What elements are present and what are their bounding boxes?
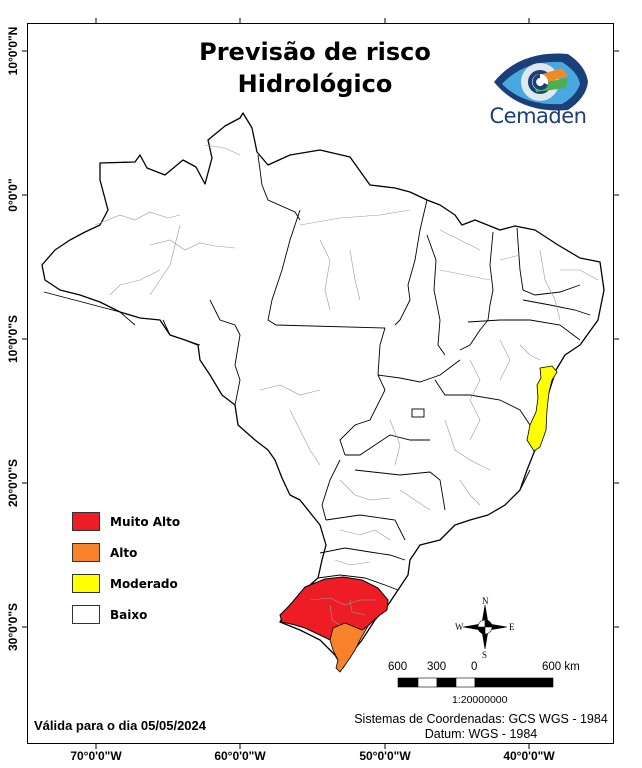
lon-label-70w: 70°0'0"W [70, 749, 122, 763]
legend-swatch-white [72, 605, 100, 624]
scale-label-600-left: 600 [388, 661, 408, 673]
region-moderado [526, 365, 558, 452]
scale-label-600-km: 600 km [542, 661, 580, 673]
compass-w: W [455, 622, 464, 632]
compass-e: E [509, 622, 515, 632]
legend-swatch-orange [72, 543, 100, 562]
compass-rose-icon [462, 604, 508, 650]
crs-line-1: Sistemas de Coordenadas: GCS WGS - 1984 [354, 712, 608, 726]
legend-swatch-red [72, 512, 100, 531]
lat-label-10s: 10°0'0"S [6, 314, 20, 364]
legend-label: Muito Alto [110, 514, 181, 529]
lat-label-20s: 20°0'0"S [6, 458, 20, 508]
compass-n: N [482, 596, 489, 606]
logo-wordmark: Cemaden [489, 104, 587, 128]
region-alto [329, 622, 369, 673]
state-borders [43, 154, 591, 591]
lon-label-60w: 60°0'0"W [214, 749, 266, 763]
map-frame [27, 23, 614, 744]
scale-label-300: 300 [427, 661, 447, 673]
title-line-1: Previsão de risco [199, 38, 431, 66]
scale-bar [397, 677, 554, 688]
lon-label-50w: 50°0'0"W [359, 749, 411, 763]
lon-label-40w: 40°0'0"W [503, 749, 555, 763]
valid-date: Válida para o dia 05/05/2024 [34, 718, 206, 733]
crs-line-2: Datum: WGS - 1984 [424, 727, 538, 741]
scale-ratio: 1:20000000 [452, 694, 508, 706]
legend-label: Baixo [110, 607, 148, 622]
legend-item-muito-alto: Muito Alto [72, 506, 180, 537]
map-title: Previsão de risco Hidrológico [150, 36, 480, 100]
title-line-2: Hidrológico [237, 70, 393, 98]
axis-ticks [22, 18, 619, 749]
legend-label: Moderado [110, 576, 178, 591]
cemaden-logo-icon [494, 53, 588, 111]
legend-item-baixo: Baixo [72, 599, 180, 630]
compass-s: S [482, 650, 488, 660]
meso-borders [94, 144, 599, 626]
coordinate-system: Sistemas de Coordenadas: GCS WGS - 1984 … [350, 712, 612, 742]
lat-label-30s: 30°0'0"S [6, 602, 20, 652]
legend-label: Alto [110, 545, 138, 560]
legend-item-moderado: Moderado [72, 568, 180, 599]
legend-swatch-yellow [72, 574, 100, 593]
legend: Muito Alto Alto Moderado Baixo [72, 506, 180, 630]
scale-label-0: 0 [471, 661, 478, 673]
lat-label-10n: 10°0'0"N [6, 26, 20, 76]
lat-label-0: 0°0'0" [6, 178, 20, 212]
legend-item-alto: Alto [72, 537, 180, 568]
